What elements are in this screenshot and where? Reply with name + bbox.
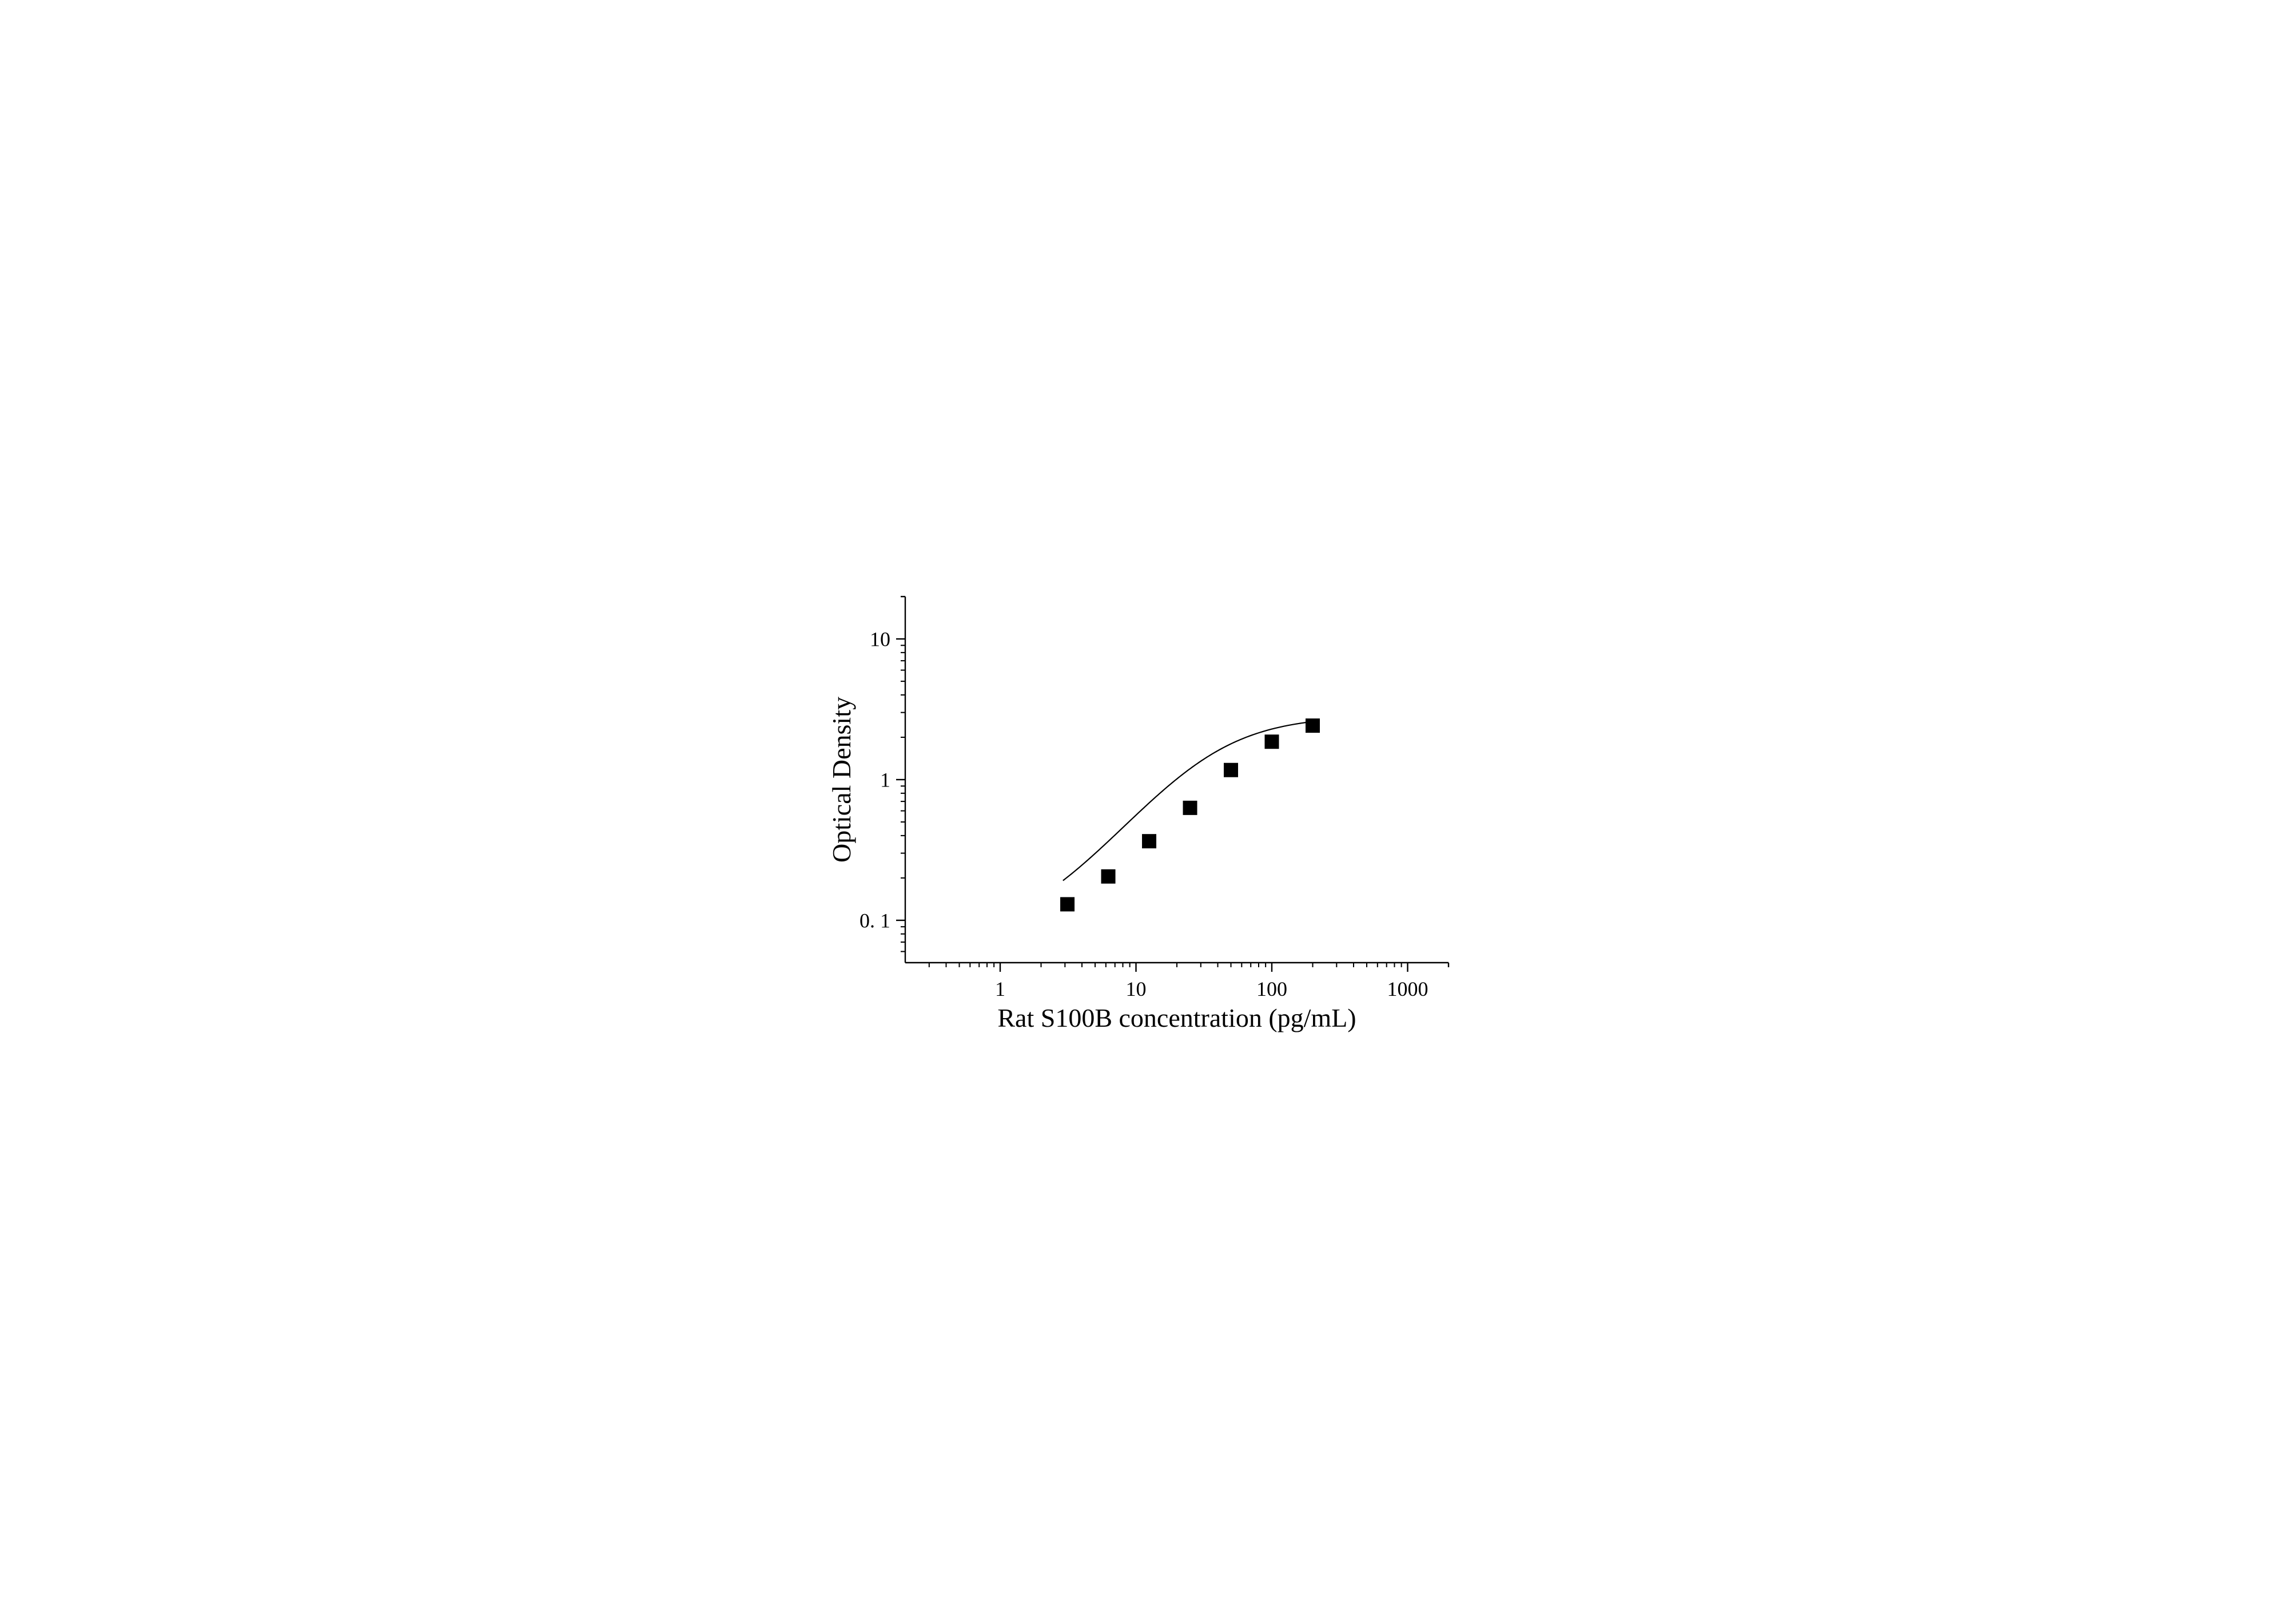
data-marker: [1101, 869, 1115, 883]
x-tick-label: 10: [1125, 978, 1146, 1000]
tick-labels: 1 10 100 1000 0. 1 1 10: [859, 627, 1428, 1000]
x-tick-label: 1000: [1387, 978, 1428, 1000]
data-marker: [1306, 718, 1319, 732]
data-marker: [1224, 763, 1237, 777]
data-marker: [1060, 897, 1074, 911]
axes: [896, 597, 1449, 972]
x-axis-label: Rat S100B concentration (pg/mL): [997, 1003, 1356, 1032]
chart-container: 1 10 100 1000 0. 1 1 10 Rat S100B concentratio…: [774, 539, 1523, 1066]
data-points: [1060, 718, 1319, 911]
data-marker: [1265, 734, 1279, 748]
y-tick-label: 10: [870, 627, 890, 650]
y-axis-label: Optical Density: [827, 697, 856, 863]
data-marker: [1183, 801, 1197, 815]
x-tick-label: 1: [995, 978, 1005, 1000]
standard-curve-chart: 1 10 100 1000 0. 1 1 10 Rat S100B concentratio…: [774, 539, 1523, 1063]
data-marker: [1142, 834, 1156, 848]
y-tick-label: 0. 1: [859, 909, 890, 932]
y-tick-label: 1: [880, 768, 890, 791]
x-tick-label: 100: [1256, 978, 1287, 1000]
